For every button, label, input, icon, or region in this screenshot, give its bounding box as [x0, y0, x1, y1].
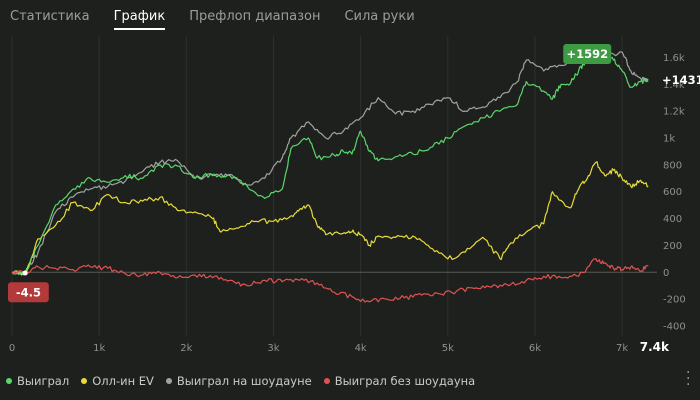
- y-tick-label: 0: [663, 268, 669, 279]
- y-tick-label: 1.2k: [663, 107, 685, 118]
- peak-badge-bg: [563, 44, 612, 64]
- x-tick-label: 4k: [355, 343, 367, 354]
- legend-label-allin-ev: Олл-ин EV: [92, 374, 154, 388]
- peak-badge-text: +1592: [566, 47, 608, 61]
- legend-item-won[interactable]: Выиграл: [6, 374, 69, 388]
- tab-statistics[interactable]: Статистика: [10, 9, 90, 24]
- legend-label-showdown: Выиграл на шоудауне: [176, 374, 312, 388]
- start-point-marker: [22, 270, 28, 276]
- x-end-label: 7.4k: [640, 340, 670, 354]
- start-badge-bg: [8, 282, 49, 303]
- y-tick-label: 400: [663, 214, 682, 225]
- tab-preflop-range[interactable]: Префлоп диапазон: [189, 9, 321, 24]
- legend-item-showdown[interactable]: Выиграл на шоудауне: [165, 374, 312, 388]
- series-line-0: [11, 53, 649, 276]
- more-options-icon[interactable]: · · ·: [686, 365, 691, 393]
- start-badge-text: -4.5: [16, 285, 41, 299]
- y-tick-label: 1.4k: [663, 80, 685, 91]
- y-tick-label: 600: [663, 187, 682, 198]
- x-tick-label: 6k: [529, 343, 541, 354]
- y-tick-label: 800: [663, 160, 682, 171]
- x-tick-label: 2k: [180, 343, 192, 354]
- series-line-1: [11, 161, 649, 276]
- y-tick-label: -400: [663, 322, 686, 333]
- y-tick-label: 1.6k: [663, 53, 685, 64]
- legend-dot-non-showdown: [323, 378, 330, 384]
- x-tick-label: 7k: [616, 343, 628, 354]
- legend-dot-showdown: [165, 378, 172, 384]
- winnings-chart: 0 1k 2k 3k 4k 5k 6k 7k 7.4k -400 -200 0 200 400 600 800…: [8, 36, 700, 354]
- peak-badge: +1592: [563, 44, 612, 64]
- legend-label-non-showdown: Выиграл без шоудауна: [334, 374, 476, 388]
- legend-item-allin-ev[interactable]: Олл-ин EV: [81, 374, 154, 388]
- start-badge: -4.5: [8, 282, 49, 303]
- legend-item-non-showdown[interactable]: Выиграл без шоудауна: [323, 374, 476, 388]
- tab-hand-strength[interactable]: Сила руки: [344, 9, 415, 24]
- chart-legend: Выиграл Олл-ин EV Выиграл на шоудауне Вы…: [6, 373, 487, 389]
- y-tick-label: 1k: [663, 134, 675, 145]
- tab-graph[interactable]: График: [113, 0, 166, 30]
- y-tick-label: -200: [663, 295, 686, 306]
- x-tick-label: 0: [9, 343, 15, 354]
- y-tick-label: 200: [663, 241, 682, 252]
- legend-dot-allin-ev: [81, 378, 88, 384]
- series-line-3: [11, 258, 649, 303]
- current-value-label: +1431: [662, 73, 700, 87]
- legend-dot-won: [6, 378, 12, 384]
- tab-bar: Статистика График Префлоп диапазон Сила …: [0, 0, 700, 34]
- series-line-2: [11, 51, 649, 275]
- x-tick-label: 3k: [267, 343, 279, 354]
- legend-label-won: Выиграл: [17, 374, 70, 388]
- x-tick-label: 5k: [442, 343, 454, 354]
- x-tick-label: 1k: [93, 343, 105, 354]
